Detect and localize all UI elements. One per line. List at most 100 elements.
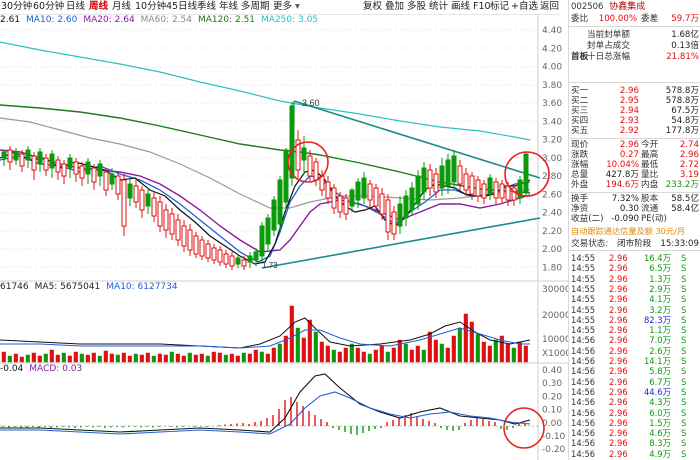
volume-bar	[199, 353, 204, 363]
volume-bar	[223, 354, 228, 363]
candle-body	[25, 149, 31, 161]
candle-body	[499, 183, 505, 199]
candle-body	[337, 195, 343, 213]
volume-bar	[67, 355, 72, 363]
bid-4[interactable]: 买四 2.93 54.8万	[571, 116, 699, 126]
timeframe-60min[interactable]: 60分钟	[33, 1, 65, 12]
stock-name: 协鑫集成	[609, 2, 646, 12]
candle-body	[265, 217, 271, 245]
auto-track-notice[interactable]: 自动跟踪通达信量及额 30元/月	[571, 226, 686, 236]
candle-body	[181, 225, 187, 247]
volume-bar	[517, 341, 522, 363]
candle-body	[385, 199, 391, 233]
trendline-upper	[293, 100, 541, 179]
volume-tick: 20000	[542, 311, 568, 321]
volume-bar	[355, 347, 360, 363]
macd-tick: -0.10	[542, 432, 566, 442]
more-dropdown-icon[interactable]: ▾	[295, 1, 300, 12]
timeframe-weekly[interactable]: 周线	[89, 1, 109, 12]
price-tick: 3.40	[542, 117, 562, 127]
timeframe-10min[interactable]: 10分钟	[135, 1, 167, 12]
timeframe-multi[interactable]: 多周期	[241, 1, 270, 12]
quote-row-5: 换手 7.32% 股本 58.5亿	[571, 194, 699, 204]
restore-rights-button[interactable]: 复权	[363, 1, 383, 12]
volume-bar	[31, 352, 36, 363]
price-tick: 2.00	[542, 245, 562, 255]
timeframe-daily[interactable]: 日线	[66, 1, 86, 12]
statistics-button[interactable]: 统计	[429, 1, 449, 12]
volume-bar	[289, 305, 294, 363]
price-tick: 3.60	[542, 99, 562, 109]
add-watchlist-button[interactable]: +自选	[511, 1, 538, 12]
timeframe-more[interactable]: 更多	[273, 1, 293, 12]
volume-bar	[457, 327, 462, 363]
weicha-label: 委差	[641, 14, 659, 24]
volume-bar	[343, 347, 348, 363]
volume-bar	[37, 355, 42, 363]
candle-body	[121, 179, 127, 227]
draw-line-button[interactable]: 画线	[451, 1, 471, 12]
candle-body	[49, 153, 55, 169]
timeframe-30min[interactable]: 30分钟	[1, 1, 33, 12]
timeframe-yearly[interactable]: 年线	[219, 1, 239, 12]
ma120-value: MA120: 2.51	[197, 15, 256, 25]
candle-body	[301, 147, 307, 161]
candle-body	[229, 255, 235, 267]
candle-body	[445, 159, 451, 187]
candle-body	[481, 183, 487, 199]
multi-stock-button[interactable]: 多股	[407, 1, 427, 12]
volume-bar	[133, 353, 138, 363]
candle-body	[235, 257, 241, 265]
candle-body	[127, 183, 133, 199]
volume-ma5-line	[0, 317, 531, 349]
tick-row: 14:55 2.96 3.2万 S	[571, 304, 687, 315]
volume-bar	[475, 333, 480, 363]
bid-2[interactable]: 买二 2.95 578.8万	[571, 96, 699, 106]
volume-bar	[259, 351, 264, 363]
highlight-circle-latest	[504, 151, 550, 197]
bid-1[interactable]: 买一 2.96 578.8万	[571, 86, 699, 96]
candle-body	[31, 155, 37, 171]
stock-header[interactable]: 002506 协鑫集成	[571, 1, 645, 13]
volume-bar	[169, 351, 174, 363]
timeframe-monthly[interactable]: 月线	[112, 1, 132, 12]
candle-body	[175, 219, 181, 241]
overlay-button[interactable]: 叠加	[385, 1, 405, 12]
candle-body	[517, 179, 523, 199]
volume-bar	[397, 339, 402, 363]
bid-3[interactable]: 买三 2.94 67.5万	[571, 106, 699, 116]
candle-body	[391, 211, 397, 235]
toolbar: 30分钟 60分钟 日线 周线 月线 10分钟 45日线 季线 年线 多周期 更…	[0, 0, 560, 15]
ma250-value: MA250: 3.05	[261, 15, 319, 25]
volume-bar	[43, 353, 48, 363]
macd-legend: -0.04 MACD: 0.03	[0, 364, 88, 375]
tick-row: 14:56 2.96 4.3万 S	[571, 397, 687, 408]
macd-tick: 0.10	[542, 406, 562, 416]
timeframe-45day[interactable]: 45日线	[166, 1, 198, 12]
tick-row: 14:56 2.96 6.0万 S	[571, 407, 687, 418]
candle-body	[241, 259, 247, 267]
tick-row: 14:55 2.96 82.3万 S	[571, 314, 687, 325]
volume-tick: 30000	[542, 285, 568, 295]
f10-button[interactable]: F10	[473, 1, 491, 12]
candle-body	[193, 235, 199, 255]
tick-row: 14:55 2.96 16.4万 S	[571, 253, 687, 263]
mark-button[interactable]: 标记	[490, 1, 510, 12]
kline-chart[interactable]: 4.40 4.20 4.00 3.80 3.60 3.40 3.20 3.00 2.80 2.60…	[0, 0, 568, 460]
tick-row: 14:55 2.96 2.9万 S	[571, 283, 687, 294]
bid-5[interactable]: 买五 2.92 177.8万	[571, 126, 699, 136]
back-button[interactable]: 返回	[540, 1, 560, 12]
volume-bar	[7, 355, 12, 363]
volume-bar	[187, 352, 192, 363]
volume-bar	[433, 339, 438, 363]
candle-body	[457, 165, 463, 185]
dif-value: -0.04	[0, 364, 24, 374]
volume-bar	[349, 343, 354, 363]
candle-body	[343, 197, 349, 215]
candle-body	[217, 249, 223, 263]
candle-body	[307, 155, 313, 177]
timeframe-quarterly[interactable]: 季线	[197, 1, 217, 12]
volume-bar	[25, 354, 30, 363]
candle-body	[313, 161, 319, 181]
volume-bar	[97, 355, 102, 363]
